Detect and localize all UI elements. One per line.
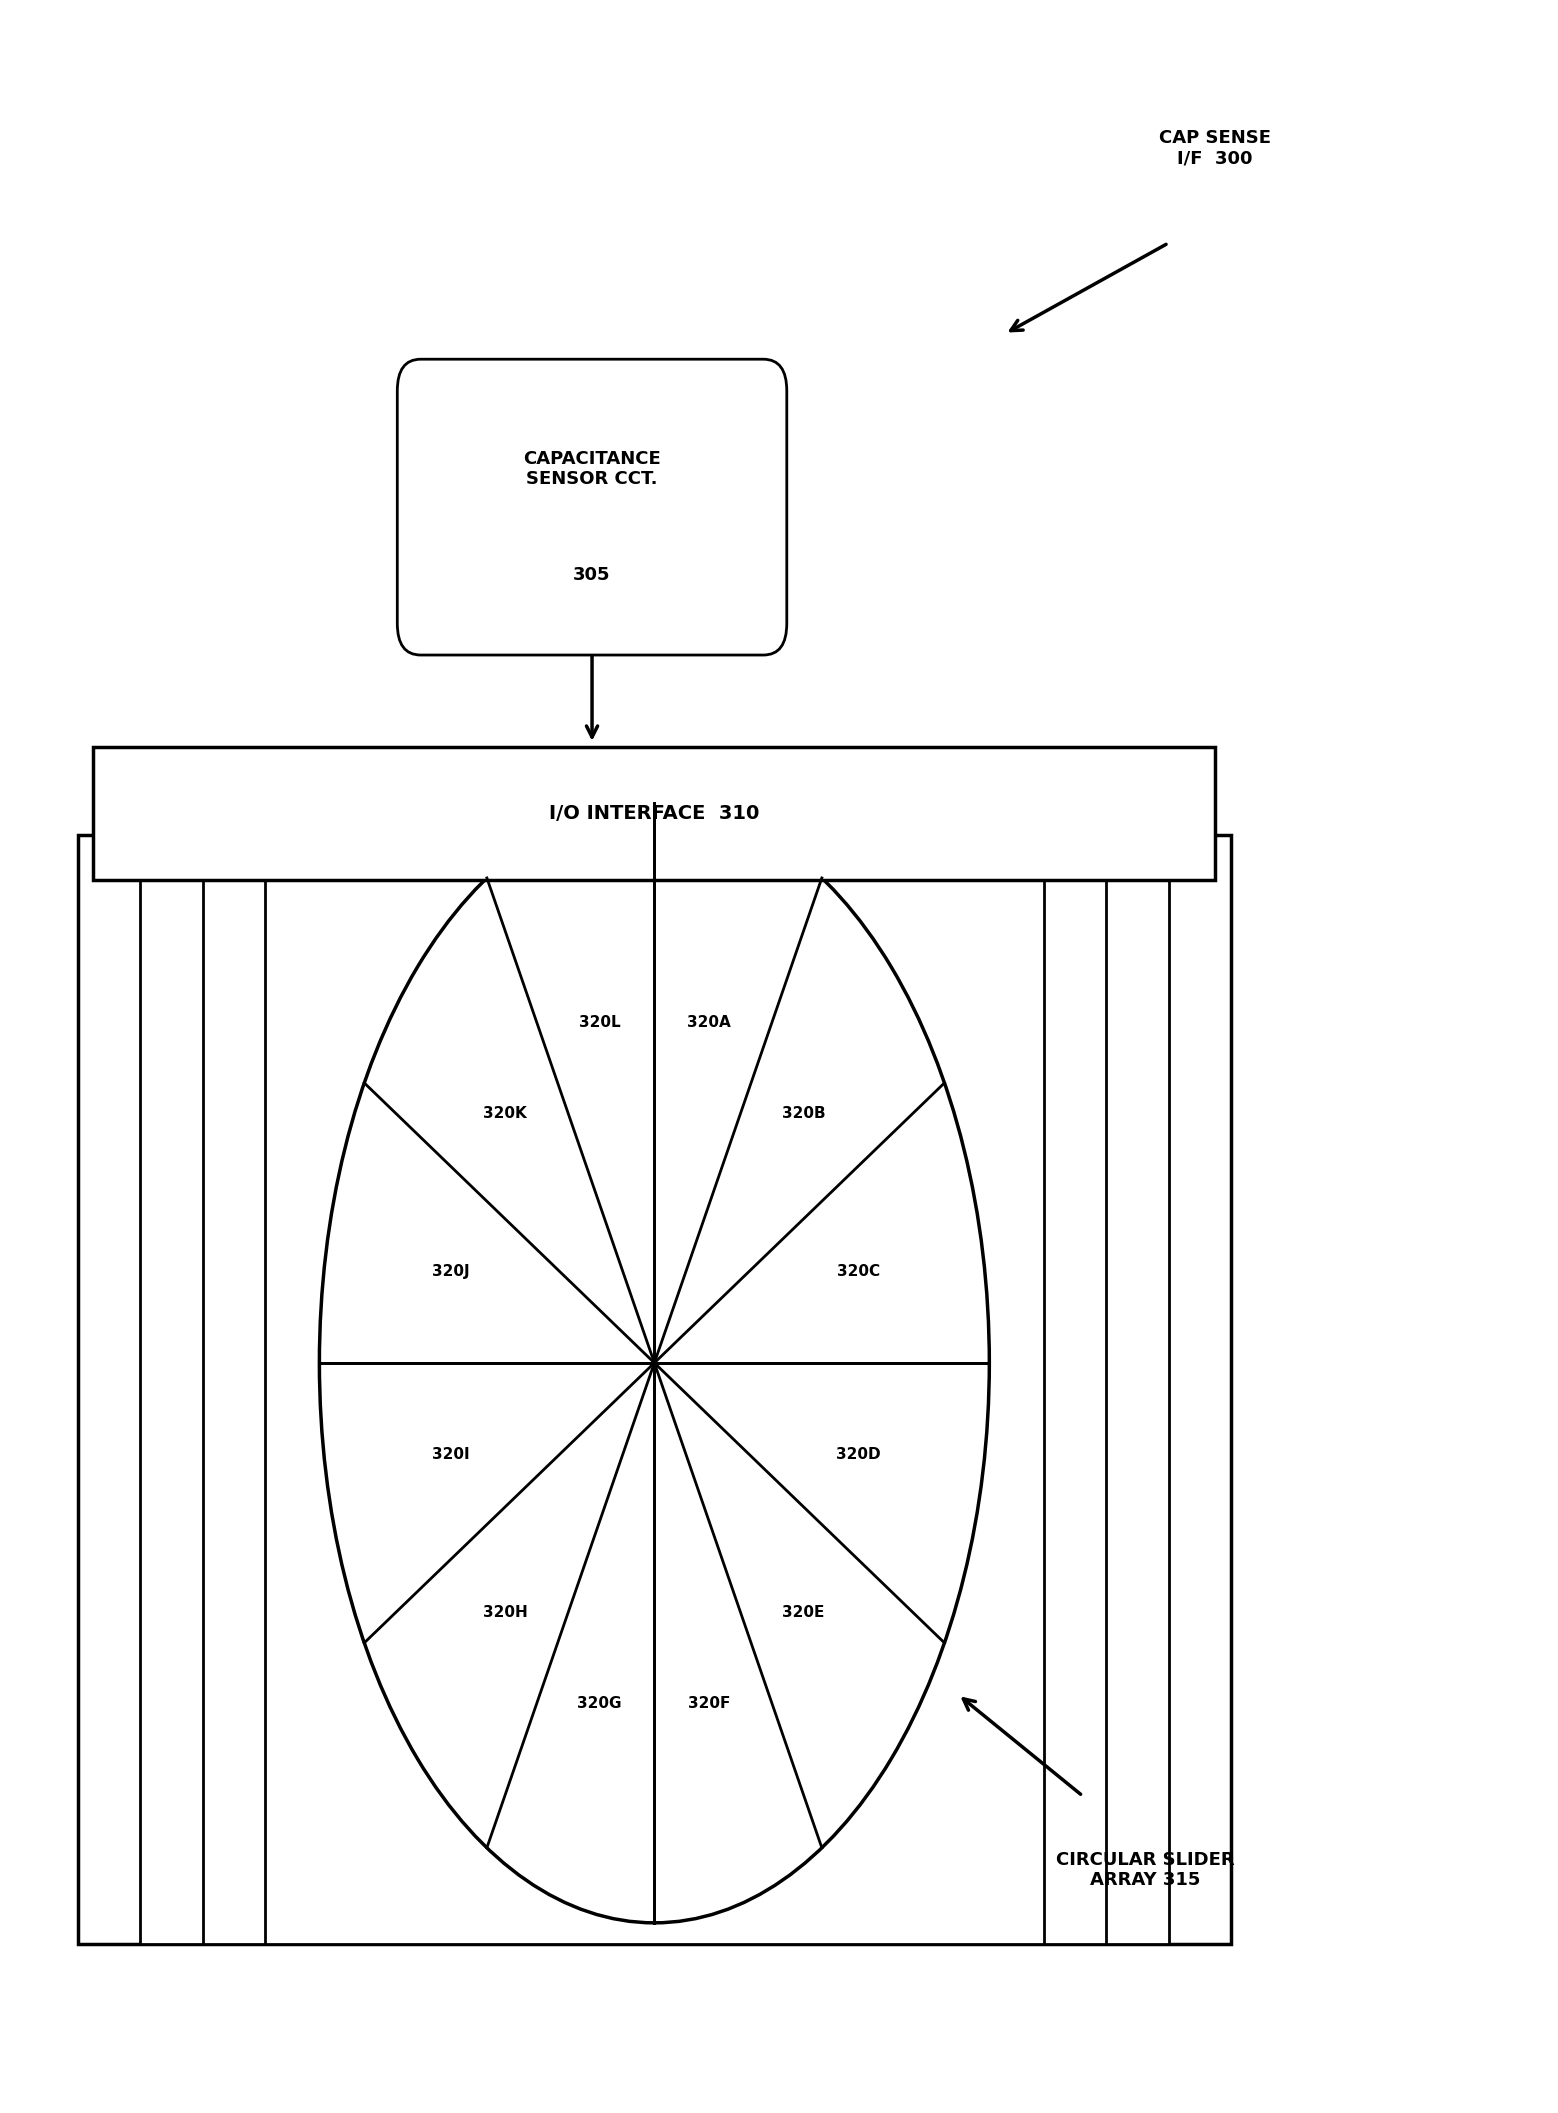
Text: CAP SENSE
I/F  300: CAP SENSE I/F 300	[1159, 129, 1271, 167]
Text: 320J: 320J	[432, 1264, 469, 1278]
Bar	[78, 835, 1231, 1944]
Text: 320G: 320G	[578, 1697, 622, 1712]
Text: 305: 305	[573, 566, 611, 583]
Text: 320L: 320L	[580, 1014, 620, 1029]
Bar	[265, 835, 1044, 1944]
Text: 320F: 320F	[687, 1697, 731, 1712]
Text: I/O INTERFACE  310: I/O INTERFACE 310	[548, 805, 760, 822]
Text: CAPACITANCE
SENSOR CCT.: CAPACITANCE SENSOR CCT.	[523, 450, 661, 488]
Text: 320D: 320D	[837, 1447, 880, 1462]
Text: 320E: 320E	[782, 1606, 824, 1621]
Ellipse shape	[319, 803, 989, 1923]
Text: 320A: 320A	[687, 1014, 731, 1029]
Text: 320C: 320C	[837, 1264, 880, 1278]
Text: CIRCULAR SLIDER
ARRAY 315: CIRCULAR SLIDER ARRAY 315	[1056, 1851, 1234, 1889]
FancyBboxPatch shape	[397, 359, 787, 655]
Bar	[203, 835, 1106, 1944]
Text: 320B: 320B	[782, 1105, 826, 1120]
Text: 320H: 320H	[483, 1606, 528, 1621]
Text: 320K: 320K	[483, 1105, 527, 1120]
Bar	[140, 835, 1168, 1944]
Text: 320I: 320I	[432, 1447, 469, 1462]
FancyBboxPatch shape	[93, 746, 1215, 879]
